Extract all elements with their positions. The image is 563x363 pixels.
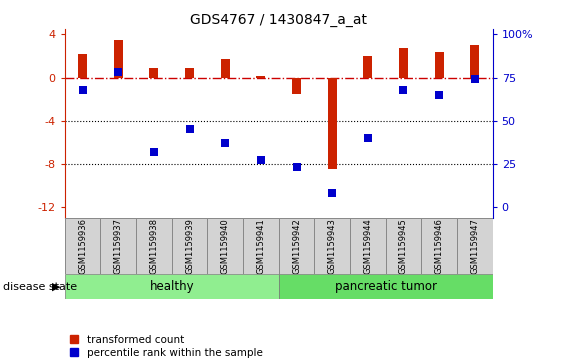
Point: [328, 190, 337, 196]
Bar: [435, 52, 444, 78]
Text: disease state: disease state: [3, 282, 77, 292]
Bar: [256, 77, 265, 78]
Text: GSM1159945: GSM1159945: [399, 218, 408, 274]
Bar: [363, 56, 372, 78]
Point: [185, 126, 194, 132]
Point: [78, 87, 87, 93]
Text: GSM1159936: GSM1159936: [78, 218, 87, 274]
Bar: [185, 68, 194, 78]
Bar: [78, 54, 87, 78]
Point: [292, 164, 301, 170]
Bar: [221, 59, 230, 78]
Text: GSM1159940: GSM1159940: [221, 218, 230, 274]
Point: [435, 92, 444, 98]
Bar: [279, 218, 314, 274]
Text: pancreatic tumor: pancreatic tumor: [334, 280, 437, 293]
Bar: [65, 218, 100, 274]
Bar: [350, 218, 386, 274]
Text: GSM1159944: GSM1159944: [363, 218, 372, 274]
Text: healthy: healthy: [149, 280, 194, 293]
Point: [470, 76, 479, 82]
Point: [149, 149, 158, 155]
Point: [114, 69, 123, 75]
Bar: [100, 218, 136, 274]
Text: ▶: ▶: [52, 282, 61, 292]
Point: [399, 87, 408, 93]
Bar: [457, 218, 493, 274]
Text: GSM1159937: GSM1159937: [114, 218, 123, 274]
Bar: [136, 218, 172, 274]
Point: [221, 140, 230, 146]
Bar: [207, 218, 243, 274]
Bar: [399, 48, 408, 78]
Bar: [65, 274, 279, 299]
Legend: transformed count, percentile rank within the sample: transformed count, percentile rank withi…: [70, 335, 262, 358]
Text: GSM1159939: GSM1159939: [185, 218, 194, 274]
Bar: [149, 68, 158, 78]
Bar: [421, 218, 457, 274]
Text: GSM1159938: GSM1159938: [149, 218, 158, 274]
Bar: [279, 274, 493, 299]
Text: GSM1159943: GSM1159943: [328, 218, 337, 274]
Text: GSM1159942: GSM1159942: [292, 218, 301, 274]
Title: GDS4767 / 1430847_a_at: GDS4767 / 1430847_a_at: [190, 13, 367, 26]
Bar: [172, 218, 207, 274]
Text: GSM1159947: GSM1159947: [470, 218, 479, 274]
Point: [256, 158, 265, 163]
Bar: [292, 78, 301, 94]
Bar: [314, 218, 350, 274]
Bar: [243, 218, 279, 274]
Point: [363, 135, 372, 141]
Bar: [114, 40, 123, 78]
Bar: [386, 218, 421, 274]
Text: GSM1159941: GSM1159941: [256, 218, 265, 274]
Bar: [470, 45, 479, 78]
Bar: [328, 78, 337, 169]
Text: GSM1159946: GSM1159946: [435, 218, 444, 274]
